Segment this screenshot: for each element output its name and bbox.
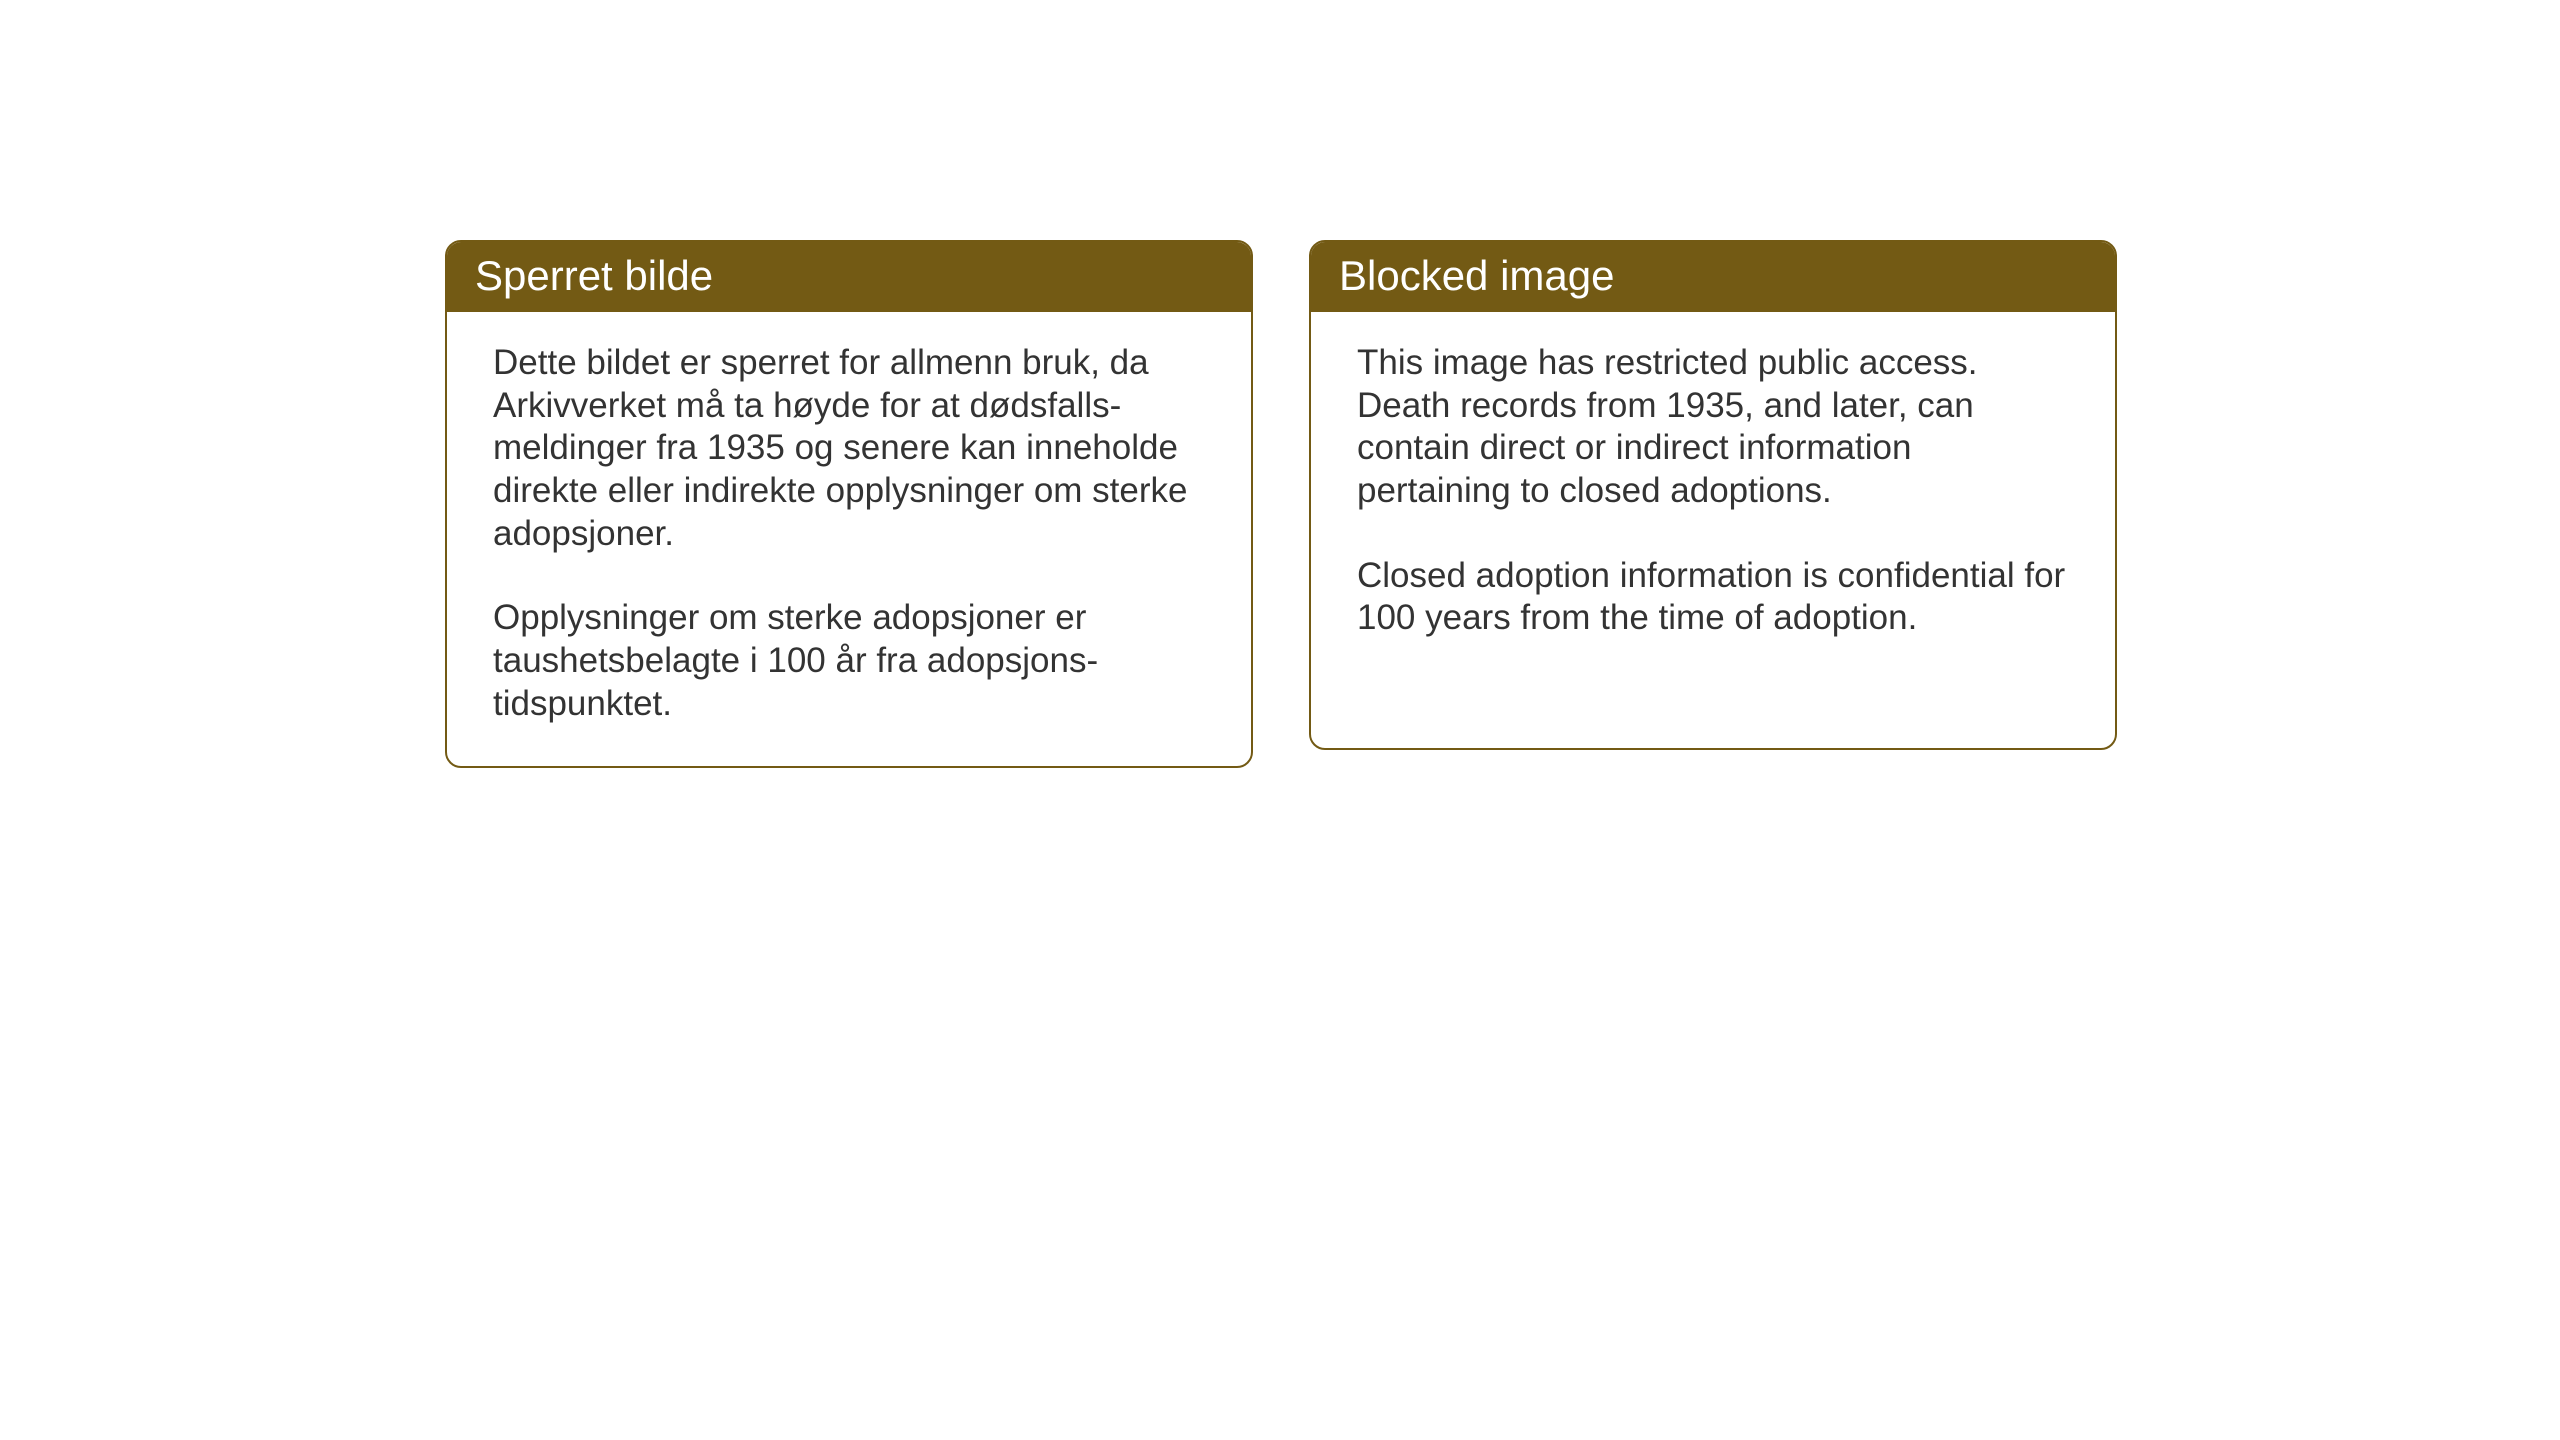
card-paragraph-2-norwegian: Opplysninger om sterke adopsjoner er tau…: [493, 597, 1205, 725]
card-body-norwegian: Dette bildet er sperret for allmenn bruk…: [447, 312, 1251, 766]
card-paragraph-1-english: This image has restricted public access.…: [1357, 342, 2069, 513]
card-body-english: This image has restricted public access.…: [1311, 312, 2115, 680]
card-header-english: Blocked image: [1311, 242, 2115, 312]
notification-cards-container: Sperret bilde Dette bildet er sperret fo…: [445, 240, 2117, 768]
card-paragraph-2-english: Closed adoption information is confident…: [1357, 555, 2069, 640]
card-header-norwegian: Sperret bilde: [447, 242, 1251, 312]
card-title-english: Blocked image: [1339, 252, 1614, 299]
notification-card-english: Blocked image This image has restricted …: [1309, 240, 2117, 750]
card-title-norwegian: Sperret bilde: [475, 252, 713, 299]
card-paragraph-1-norwegian: Dette bildet er sperret for allmenn bruk…: [493, 342, 1205, 555]
notification-card-norwegian: Sperret bilde Dette bildet er sperret fo…: [445, 240, 1253, 768]
